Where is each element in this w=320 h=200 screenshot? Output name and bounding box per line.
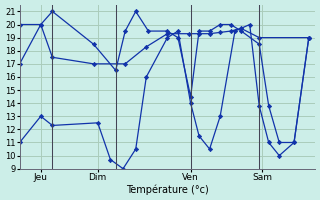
X-axis label: Température (°c): Température (°c) bbox=[126, 185, 209, 195]
